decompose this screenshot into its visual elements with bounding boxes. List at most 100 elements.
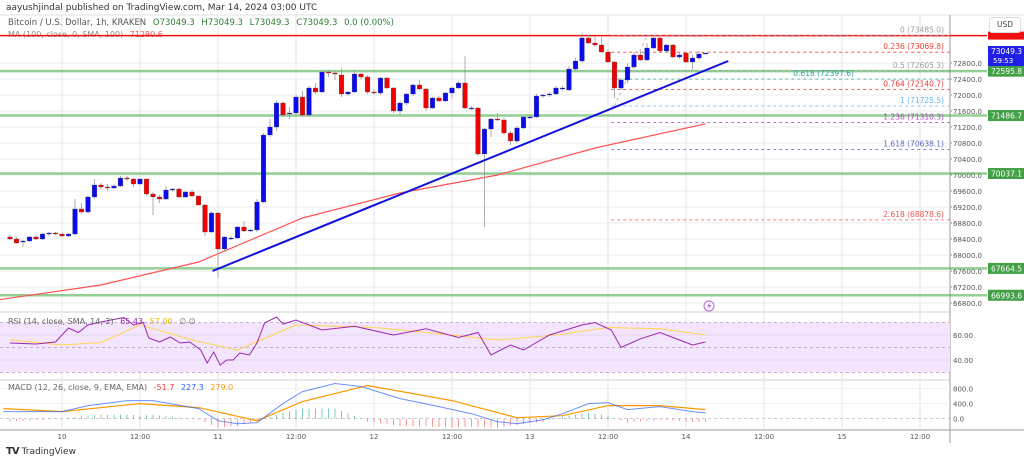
candle-body — [26, 236, 33, 242]
fib-level-label: 0.5 (72605.3) — [893, 61, 944, 70]
fib-level-label: 0.618 (72397.6) — [793, 69, 854, 78]
candle-body — [182, 191, 189, 198]
candle — [65, 233, 72, 237]
candle-body — [696, 53, 702, 59]
candle-body — [689, 57, 696, 63]
lightning-icon[interactable] — [703, 300, 715, 312]
candle — [91, 179, 98, 199]
candle — [696, 51, 702, 60]
rsi-extra: ∅ ∅ — [179, 317, 196, 326]
tradingview-footer[interactable]: TV TradingView — [6, 446, 76, 457]
ma-legend[interactable]: MA (100, close, 0, SMA, 100) 71280.6 — [8, 30, 163, 40]
support-price-badge: 70037.1 — [991, 170, 1022, 179]
rsi-legend[interactable]: RSI (14, close, SMA, 14, 2) 65.43 57.00 … — [8, 317, 196, 327]
time-tick-label: 12 — [370, 433, 379, 441]
candle — [20, 240, 26, 247]
candle-body — [241, 226, 247, 232]
candle — [325, 70, 332, 77]
candle-body — [462, 82, 468, 109]
candle-body — [176, 188, 182, 198]
macd-tick-label: 400.0 — [953, 401, 973, 409]
candle — [637, 51, 644, 61]
support-price-badge: 71486.7 — [991, 112, 1022, 121]
candle — [208, 211, 215, 233]
price-tick-label: 72000.0 — [953, 92, 982, 100]
price-tick-label: 72800.0 — [953, 60, 982, 68]
candle — [429, 97, 436, 109]
macd-legend[interactable]: MACD (12, 26, close, 9, EMA, EMA) -51.7 … — [8, 383, 233, 393]
candle-body — [221, 236, 228, 250]
candle-body — [657, 37, 663, 52]
tradingview-logo-icon: TV — [6, 446, 20, 457]
candle-body — [91, 184, 98, 198]
candle-body — [338, 74, 345, 95]
support-price-badge: 66993.6 — [991, 291, 1022, 300]
candle-body — [332, 72, 338, 75]
candle — [85, 195, 91, 214]
price-tick-label: 71600.0 — [953, 108, 982, 116]
candle — [442, 92, 449, 102]
candle — [416, 80, 423, 90]
candle-body — [397, 102, 403, 112]
price-tick-label: 70000.0 — [953, 172, 982, 180]
candle-body — [605, 51, 611, 63]
candle-body — [59, 233, 65, 237]
candle — [150, 192, 156, 215]
candle-body — [364, 76, 371, 93]
currency-button[interactable]: USD — [989, 17, 1021, 33]
candle-body — [631, 54, 637, 68]
price-tick-label: 67600.0 — [953, 268, 982, 276]
candle-body — [189, 191, 195, 197]
macd-line — [3, 382, 706, 425]
candle — [156, 195, 163, 203]
candle — [540, 94, 546, 98]
rsi-line — [9, 316, 706, 366]
candle — [390, 87, 397, 113]
candle-body — [579, 37, 585, 62]
candle-body — [546, 93, 553, 96]
candle-body — [286, 112, 293, 115]
candle — [234, 226, 241, 239]
candle-body — [208, 212, 215, 233]
macd-label: MACD (12, 26, close, 9, EMA, EMA) — [8, 383, 148, 392]
candle — [13, 237, 20, 244]
candle-body — [202, 204, 208, 233]
candle — [475, 107, 481, 156]
candle-body — [494, 118, 501, 121]
candle-body — [20, 240, 26, 243]
candle-body — [72, 208, 78, 235]
candle — [676, 53, 683, 59]
candle — [215, 212, 221, 278]
time-tick-label: 12:00 — [910, 433, 930, 441]
candle — [319, 71, 325, 93]
candle-body — [429, 97, 436, 109]
trend-line[interactable] — [212, 60, 729, 272]
price-tick-label: 66800.0 — [953, 300, 982, 308]
candle — [358, 73, 364, 79]
candle — [176, 188, 182, 198]
candle-body — [111, 185, 117, 189]
candle — [7, 235, 13, 240]
candle-body — [501, 119, 507, 134]
time-tick-label: 11 — [214, 433, 223, 441]
candle — [371, 89, 377, 95]
price-tick-label: 70400.0 — [953, 156, 982, 164]
fib-trend-line[interactable] — [614, 35, 648, 107]
candle — [228, 236, 234, 240]
candle-body — [488, 118, 494, 130]
candle — [254, 199, 260, 232]
candle — [533, 94, 540, 118]
candle — [247, 229, 254, 232]
candle — [104, 184, 111, 191]
support-price-badge: 67664.5 — [991, 264, 1022, 273]
candle-body — [13, 238, 20, 244]
close-value: C73049.3 — [296, 18, 338, 28]
candle — [345, 91, 351, 96]
candle — [332, 71, 338, 80]
candle — [644, 43, 650, 61]
symbol-legend[interactable]: Bitcoin / U.S. Dollar, 1h, KRAKEN O73049… — [8, 18, 394, 28]
candle — [52, 232, 59, 235]
candle — [605, 49, 611, 63]
candle-body — [39, 233, 46, 240]
